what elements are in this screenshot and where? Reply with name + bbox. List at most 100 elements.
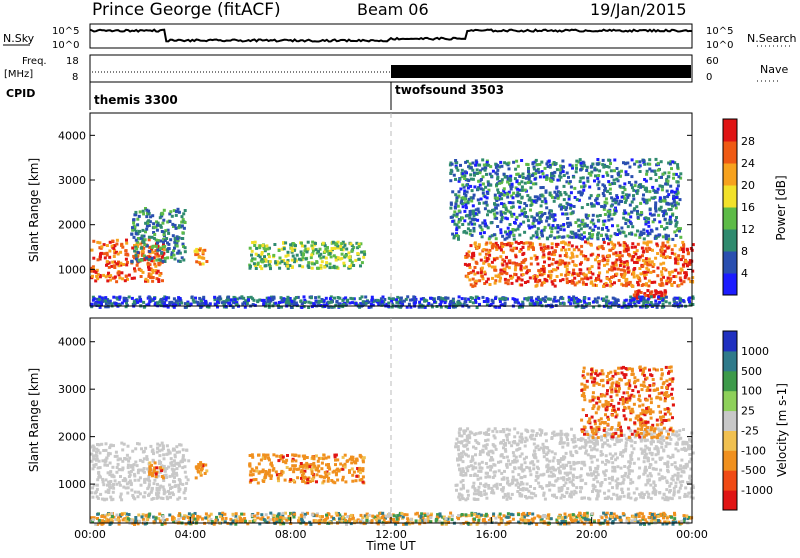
- power-cell: [269, 267, 272, 270]
- power-cell: [341, 253, 344, 256]
- power-cell: [575, 164, 578, 167]
- power-cell: [153, 237, 156, 240]
- velocity-cell: [105, 442, 108, 445]
- power-cell: [387, 302, 390, 305]
- power-cell: [679, 279, 682, 282]
- y-tick-label: 4000: [58, 129, 86, 142]
- power-cell: [485, 242, 488, 245]
- velocity-cell: [495, 448, 498, 451]
- power-cell: [494, 203, 497, 206]
- power-cell: [654, 300, 657, 303]
- power-cell: [616, 233, 619, 236]
- power-cell: [565, 193, 568, 196]
- power-cell: [634, 246, 637, 249]
- power-cell: [182, 259, 185, 262]
- power-cell: [525, 177, 528, 180]
- power-cell: [274, 261, 277, 264]
- velocity-cell: [99, 466, 102, 469]
- power-cell: [230, 299, 233, 302]
- power-cell: [659, 200, 662, 203]
- power-cell: [616, 224, 619, 227]
- power-cell: [484, 207, 487, 210]
- velocity-cell: [168, 484, 171, 487]
- power-cell: [92, 240, 95, 243]
- power-cell: [466, 191, 469, 194]
- power-cell: [554, 218, 557, 221]
- power-cell: [496, 212, 499, 215]
- power-cell: [563, 206, 566, 209]
- velocity-cell: [628, 472, 631, 475]
- velocity-cell: [143, 450, 146, 453]
- colorbar-swatch: [723, 229, 737, 252]
- power-cell: [524, 211, 527, 214]
- power-cell: [644, 301, 647, 304]
- power-cell: [536, 214, 539, 217]
- power-cell: [643, 271, 646, 274]
- power-cell: [552, 224, 555, 227]
- power-cell: [176, 245, 179, 248]
- velocity-cell: [154, 461, 157, 464]
- power-cell: [196, 250, 199, 253]
- power-cell: [613, 198, 616, 201]
- velocity-cell: [539, 428, 542, 431]
- power-cell: [458, 226, 461, 229]
- power-cell: [536, 195, 539, 198]
- power-cell: [523, 259, 526, 262]
- power-cell: [180, 302, 183, 305]
- power-cell: [480, 187, 483, 190]
- power-cell: [548, 298, 551, 301]
- power-cell: [103, 252, 106, 255]
- power-cell: [450, 203, 453, 206]
- power-cell: [255, 267, 258, 270]
- power-cell: [489, 210, 492, 213]
- velocity-cell: [665, 488, 668, 491]
- power-cell: [547, 252, 550, 255]
- power-cell: [559, 279, 562, 282]
- power-cell: [458, 295, 461, 298]
- power-cell: [401, 300, 404, 303]
- power-cell: [594, 225, 597, 228]
- velocity-cell: [152, 450, 155, 453]
- power-cell: [664, 183, 667, 186]
- power-cell: [636, 192, 639, 195]
- power-cell: [493, 213, 496, 216]
- power-cell: [161, 279, 164, 282]
- power-cell: [409, 299, 412, 302]
- velocity-cell: [512, 451, 515, 454]
- power-cell: [650, 292, 653, 295]
- velocity-cell: [108, 473, 111, 476]
- power-cell: [662, 214, 665, 217]
- power-cell: [498, 280, 501, 283]
- power-cell: [134, 211, 137, 214]
- velocity-cell: [112, 487, 115, 490]
- power-cell: [257, 262, 260, 265]
- power-cell: [158, 274, 161, 277]
- power-cell: [155, 245, 158, 248]
- power-cell: [636, 230, 639, 233]
- power-cell: [651, 260, 654, 263]
- power-cell: [108, 266, 111, 269]
- power-cell: [335, 243, 338, 246]
- power-cell: [106, 260, 109, 263]
- power-cell: [669, 256, 672, 259]
- power-cell: [510, 248, 513, 251]
- velocity-cell: [504, 448, 507, 451]
- velocity-cell: [155, 466, 158, 469]
- power-cell: [467, 179, 470, 182]
- power-cell: [472, 212, 475, 215]
- velocity-cell: [311, 472, 314, 475]
- velocity-cell: [315, 480, 318, 483]
- power-cell: [556, 194, 559, 197]
- power-cell: [485, 280, 488, 283]
- power-cell: [504, 204, 507, 207]
- velocity-cell: [649, 484, 652, 487]
- power-cell: [619, 251, 622, 254]
- power-cell: [651, 197, 654, 200]
- velocity-cell: [462, 484, 465, 487]
- power-cell: [500, 220, 503, 223]
- power-cell: [628, 166, 631, 169]
- power-cell: [296, 254, 299, 257]
- power-cell: [213, 296, 216, 299]
- power-cell: [317, 250, 320, 253]
- velocity-cell: [507, 459, 510, 462]
